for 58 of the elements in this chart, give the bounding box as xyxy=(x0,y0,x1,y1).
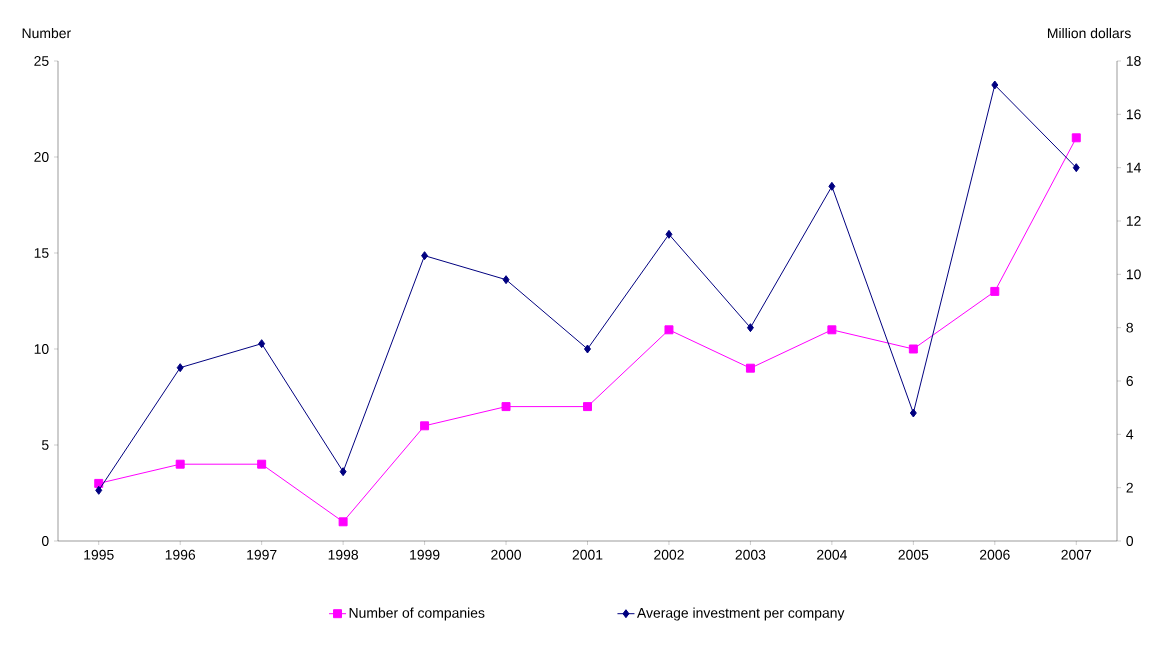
y-tick-label: 25 xyxy=(34,56,49,66)
x-tick-label: 1997 xyxy=(247,549,277,560)
point xyxy=(991,80,999,90)
point xyxy=(420,421,430,431)
x-tick-label: 2004 xyxy=(817,549,847,560)
point xyxy=(338,517,348,527)
y2-tick-label: 6 xyxy=(1126,376,1133,386)
legend-label: Average investment per company xyxy=(636,607,845,621)
point xyxy=(584,344,591,354)
x-tick-label: 2000 xyxy=(491,549,522,560)
point xyxy=(908,344,918,354)
y2-tick-label: 16 xyxy=(1126,109,1141,120)
x-tick-label: 1995 xyxy=(84,549,114,560)
point xyxy=(1072,163,1080,173)
x-tick-label: 2002 xyxy=(654,549,684,560)
point xyxy=(95,485,103,495)
point xyxy=(909,408,917,418)
legend-label: Number of companies xyxy=(349,607,485,621)
y2-tick-label: 8 xyxy=(1126,322,1133,333)
y2-axis-title: Million dollars xyxy=(1047,27,1131,39)
point xyxy=(502,275,510,285)
y-axis-title: Number xyxy=(22,27,71,39)
point xyxy=(665,229,673,239)
y-tick-label: 10 xyxy=(34,344,49,354)
x-tick-label: 2001 xyxy=(572,549,603,560)
x-tick-label: 2007 xyxy=(1061,549,1092,560)
x-tick-label: 1998 xyxy=(328,549,359,560)
y2-tick-label: 2 xyxy=(1126,482,1133,493)
point xyxy=(827,325,837,335)
point xyxy=(501,402,511,412)
point xyxy=(583,402,592,412)
x-tick-label: 1999 xyxy=(410,549,440,560)
x-tick-label: 2003 xyxy=(735,549,766,560)
x-tick-label: 1996 xyxy=(165,549,196,560)
point xyxy=(745,363,755,373)
y-tick-label: 15 xyxy=(34,248,49,258)
point xyxy=(257,459,267,469)
point xyxy=(828,181,836,191)
y2-tick-label: 10 xyxy=(1126,269,1141,280)
point xyxy=(421,251,429,261)
point xyxy=(258,339,266,349)
point xyxy=(339,467,347,477)
point xyxy=(746,323,754,333)
y-tick-label: 5 xyxy=(41,440,49,450)
y2-tick-label: 4 xyxy=(1126,429,1134,440)
y2-tick-label: 18 xyxy=(1126,56,1141,66)
y-tick-label: 0 xyxy=(41,536,49,546)
point xyxy=(175,459,185,469)
y-tick-label: 20 xyxy=(34,152,49,162)
point xyxy=(1071,133,1081,143)
point xyxy=(664,325,674,335)
x-tick-label: 2006 xyxy=(980,549,1010,560)
x-tick-label: 2005 xyxy=(898,549,929,560)
y2-tick-label: 0 xyxy=(1126,536,1134,546)
y2-tick-label: 14 xyxy=(1126,162,1141,173)
y2-tick-label: 12 xyxy=(1126,216,1141,226)
point xyxy=(176,363,184,373)
point xyxy=(990,286,1000,296)
